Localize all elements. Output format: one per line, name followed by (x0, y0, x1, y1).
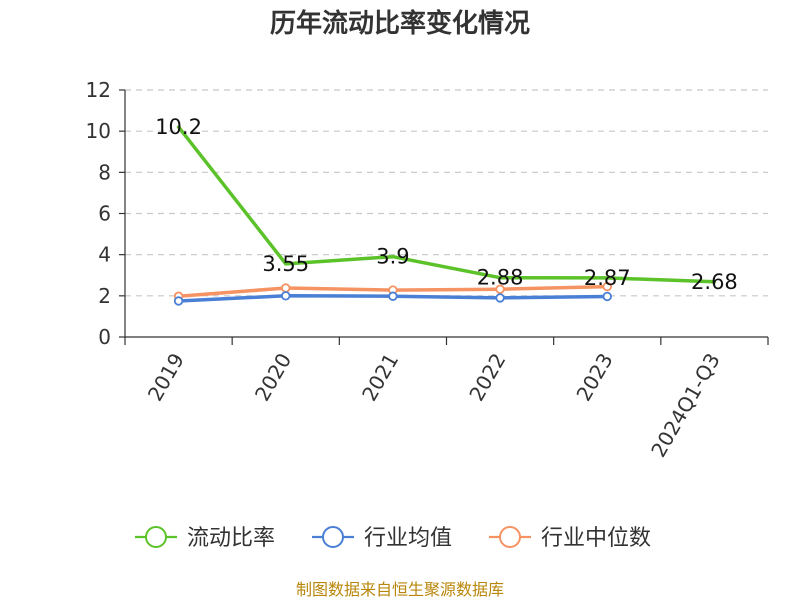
chart-title: 历年流动比率变化情况 (270, 8, 530, 39)
data-point (281, 283, 291, 293)
series-layer (173, 125, 717, 306)
data-labels: 10.2 3.55 3.9 2.88 2.87 2.68 (155, 115, 738, 294)
source-note: 制图数据来自恒生聚源数据库 (296, 580, 504, 599)
y-tick-label: 2 (98, 284, 111, 308)
data-point (495, 293, 505, 303)
data-label: 10.2 (155, 115, 202, 139)
y-tick-label: 4 (98, 243, 111, 267)
data-label: 2.87 (584, 266, 631, 290)
y-tick-label: 8 (98, 160, 111, 184)
x-tick-label: 2023 (571, 349, 617, 405)
x-axis: 2019 2020 2021 2022 2023 2024Q1-Q3 (124, 336, 769, 461)
y-tick-label: 6 (98, 202, 111, 226)
y-tick-label: 10 (86, 119, 111, 143)
legend-marker (499, 526, 521, 548)
y-tick-label: 0 (98, 325, 111, 349)
series-line (176, 125, 717, 284)
x-tick-label: 2021 (357, 349, 403, 405)
grid-lines (125, 89, 768, 297)
x-tick-label: 2022 (464, 349, 510, 405)
x-tick-label: 2024Q1-Q3 (646, 349, 725, 461)
legend-marker (145, 526, 167, 548)
data-point (281, 291, 291, 301)
legend-label: 流动比率 (187, 526, 275, 551)
legend: 流动比率 行业均值 行业中位数 (135, 526, 651, 551)
data-point (602, 291, 612, 302)
data-point (173, 296, 184, 306)
y-axis: 0 2 4 6 8 10 12 (86, 78, 126, 349)
legend-label: 行业中位数 (541, 526, 651, 551)
data-label: 2.68 (691, 270, 738, 294)
data-label: 3.55 (262, 252, 309, 276)
legend-marker (322, 526, 344, 548)
data-label: 3.9 (376, 245, 409, 269)
legend-label: 行业均值 (364, 526, 452, 551)
x-tick-label: 2019 (143, 349, 189, 405)
x-tick-label: 2020 (250, 349, 296, 405)
y-tick-label: 12 (86, 78, 111, 102)
data-label: 2.88 (477, 266, 524, 290)
data-point (495, 284, 505, 294)
data-point (602, 281, 612, 292)
data-point (388, 291, 398, 301)
